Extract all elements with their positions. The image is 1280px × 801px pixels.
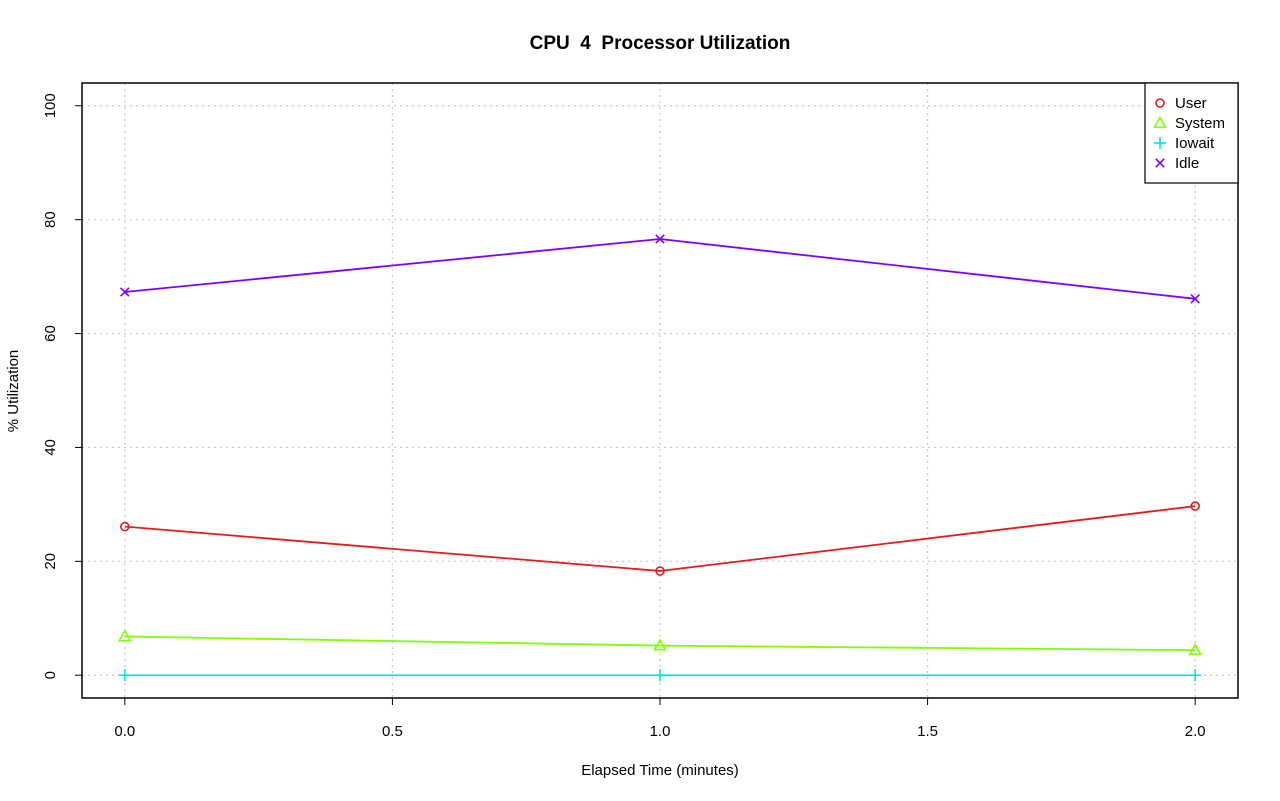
point-idle-1 <box>655 234 665 244</box>
x-axis-label: Elapsed Time (minutes) <box>581 762 739 779</box>
series-user <box>120 501 1200 576</box>
point-idle-0 <box>120 287 130 297</box>
series-line-idle <box>124 238 1196 300</box>
series-idle <box>120 234 1200 304</box>
series-line-user <box>124 505 1196 572</box>
point-system-0 <box>117 629 132 642</box>
y-tick-label-1: 20 <box>42 553 59 570</box>
series <box>117 234 1203 682</box>
point-system-2 <box>1188 643 1203 656</box>
point-user-1 <box>655 566 665 576</box>
point-iowait-1 <box>654 669 666 682</box>
y-tick-label-3: 60 <box>42 325 59 342</box>
point-system-1 <box>653 638 667 651</box>
y-axis-label: % Utilization <box>5 350 22 433</box>
legend-item-user: User <box>1155 95 1207 112</box>
plot-frame <box>81 82 1239 699</box>
legend-item-system: System <box>1153 115 1225 132</box>
legend-label-system: System <box>1175 115 1225 132</box>
x-tick-label-3: 1.5 <box>917 723 938 740</box>
chart-title: CPU 4 Processor Utilization <box>530 33 791 54</box>
point-iowait-2 <box>1189 669 1202 682</box>
point-iowait-0 <box>118 669 131 682</box>
y-tick-label-2: 40 <box>42 439 59 456</box>
legend-label-iowait: Iowait <box>1175 135 1215 152</box>
point-user-0 <box>120 521 130 532</box>
legend-marker-idle <box>1155 158 1165 168</box>
x-tick-label-4: 2.0 <box>1185 723 1206 740</box>
legend-label-user: User <box>1175 95 1207 112</box>
x-tick-label-0: 0.0 <box>114 723 135 740</box>
point-user-2 <box>1190 501 1200 511</box>
legend: User System Iowait Idle <box>1144 82 1239 184</box>
grid <box>82 83 1238 698</box>
legend-item-iowait: Iowait <box>1154 135 1215 152</box>
axes: 0.0 0.5 1.0 1.5 2.0 0 20 40 60 80 100 <box>42 93 1206 740</box>
point-idle-2 <box>1190 294 1200 304</box>
legend-item-idle: Idle <box>1155 155 1199 172</box>
y-tick-label-5: 100 <box>42 93 59 118</box>
series-system <box>117 629 1203 656</box>
legend-marker-system <box>1153 115 1167 128</box>
legend-marker-user <box>1155 98 1165 108</box>
x-tick-label-2: 1.0 <box>650 723 671 740</box>
y-tick-label-0: 0 <box>42 671 59 679</box>
series-line-system <box>124 635 1196 652</box>
x-tick-label-1: 0.5 <box>382 723 403 740</box>
series-iowait <box>118 669 1202 682</box>
legend-label-idle: Idle <box>1175 155 1199 172</box>
y-tick-label-4: 80 <box>42 211 59 228</box>
legend-marker-iowait <box>1154 137 1166 149</box>
